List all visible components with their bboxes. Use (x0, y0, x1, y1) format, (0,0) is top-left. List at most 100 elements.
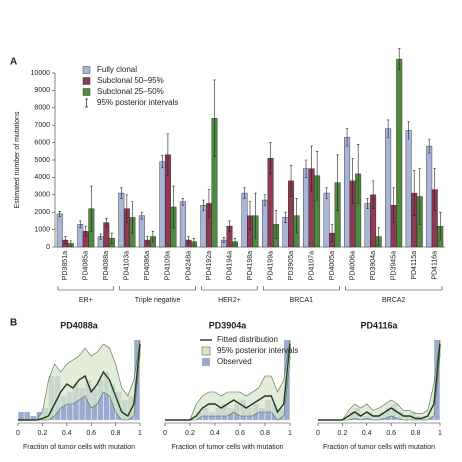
x-tick-label: 0.4 (210, 430, 220, 437)
group-label: Triple negative (135, 297, 181, 304)
bar (405, 130, 412, 248)
histogram-bar (79, 388, 85, 420)
error-bar (202, 199, 205, 211)
plot-title: PD4088a (60, 320, 99, 330)
x-axis-label: Fraction of tumor cells with mutation (171, 444, 283, 451)
bar (56, 213, 63, 248)
error-bar (125, 194, 129, 223)
error-bar (105, 217, 108, 228)
error-bar (427, 138, 431, 154)
histogram-bar (97, 380, 104, 420)
x-tick-label: 1 (288, 430, 292, 437)
histogram-bar (30, 416, 36, 420)
error-bar (84, 225, 87, 237)
x-tick-label: PD3904a (370, 251, 377, 280)
x-tick-label: 1 (138, 430, 142, 437)
error-bar (345, 128, 349, 147)
group-label: ER+ (79, 297, 93, 304)
error-bar (407, 121, 410, 140)
error-bar (248, 201, 252, 230)
x-tick-label: 0.6 (235, 430, 245, 437)
x-tick-label: PD4115a (411, 251, 418, 280)
error-bar (207, 189, 211, 218)
x-tick-label: PD3851a (62, 251, 69, 280)
legend-swatch (82, 66, 91, 74)
error-bar (386, 119, 390, 138)
y-tick-label: 9000 (34, 87, 50, 94)
error-bar (289, 164, 293, 197)
legend-label: 95% posterior intervals (97, 98, 178, 107)
error-bar (222, 237, 226, 243)
x-tick-label: 0.8 (411, 430, 421, 437)
bar (385, 128, 392, 248)
error-bar (228, 220, 231, 232)
x-tick-label: PD4085a (83, 251, 90, 280)
error-bar (79, 220, 82, 229)
bar (426, 145, 433, 248)
x-tick-label: PD4194a (226, 251, 233, 280)
bar (344, 137, 351, 248)
x-tick-label: PD4005a (329, 251, 336, 280)
error-bar (274, 210, 278, 239)
legend-label: Fitted distribution (217, 335, 278, 344)
histogram-bar (259, 408, 265, 420)
bar (241, 192, 248, 248)
bar (396, 58, 403, 248)
x-axis-label: Fraction of tumor cells with mutation (323, 444, 435, 451)
error-bar (351, 157, 354, 204)
error-bar (413, 170, 416, 216)
error-bar (146, 236, 149, 244)
x-tick-label: PD4086a (144, 251, 151, 280)
error-bar (243, 187, 246, 199)
plot-title: PD3904a (209, 320, 248, 330)
y-tick-label: 4000 (34, 174, 50, 181)
error-bar (233, 238, 237, 246)
legend-swatch (202, 358, 210, 366)
error-bar (213, 79, 216, 157)
x-tick-label: 0 (316, 430, 320, 437)
x-tick-label: PD4248a (185, 251, 192, 280)
y-tick-label: 5000 (34, 157, 50, 164)
x-tick-label: 0.6 (86, 430, 96, 437)
error-bar (366, 197, 369, 210)
legend-swatch (82, 88, 91, 96)
x-tick-label: PD4109a (165, 251, 172, 280)
x-tick-label: PD3905a (288, 251, 295, 280)
x-tick-label: PD4199a (267, 251, 274, 280)
error-bar (161, 155, 164, 169)
y-tick-label: 10000 (31, 70, 51, 77)
y-tick-label: 0 (46, 244, 50, 251)
bar (159, 161, 166, 248)
error-bar (310, 145, 313, 192)
error-bar (69, 240, 73, 247)
interval-band (318, 339, 441, 421)
bar (303, 168, 310, 248)
legend-swatch (82, 77, 91, 85)
legend-label: Fully clonal (97, 65, 137, 74)
error-bar (140, 211, 144, 220)
x-tick-label: 0 (16, 430, 20, 437)
legend-label: 95% posterior intervals (217, 346, 298, 355)
y-axis-label: Estimated number of mutations (14, 111, 21, 208)
y-tick-label: 1000 (34, 226, 50, 233)
error-bar (263, 194, 267, 206)
plot-title: PD4116a (360, 320, 398, 330)
x-tick-label: PD4103a (124, 251, 131, 280)
error-bar (187, 236, 190, 244)
group-bracket (119, 286, 196, 291)
legend-label: Subclonal 50–95% (97, 76, 164, 85)
error-bar (58, 211, 61, 217)
error-bar (315, 151, 319, 201)
error-bar (120, 187, 123, 199)
error-bar (336, 154, 339, 211)
x-tick-label: PD4192a (206, 251, 213, 280)
panel-label: B (10, 318, 17, 329)
group-bracket (345, 286, 443, 291)
error-bar (392, 187, 395, 223)
legend-swatch (201, 346, 211, 356)
x-tick-label: PD4107a (308, 251, 315, 280)
y-tick-label: 6000 (34, 139, 50, 146)
x-tick-label: 1 (438, 430, 442, 437)
y-tick-label: 3000 (34, 192, 50, 199)
